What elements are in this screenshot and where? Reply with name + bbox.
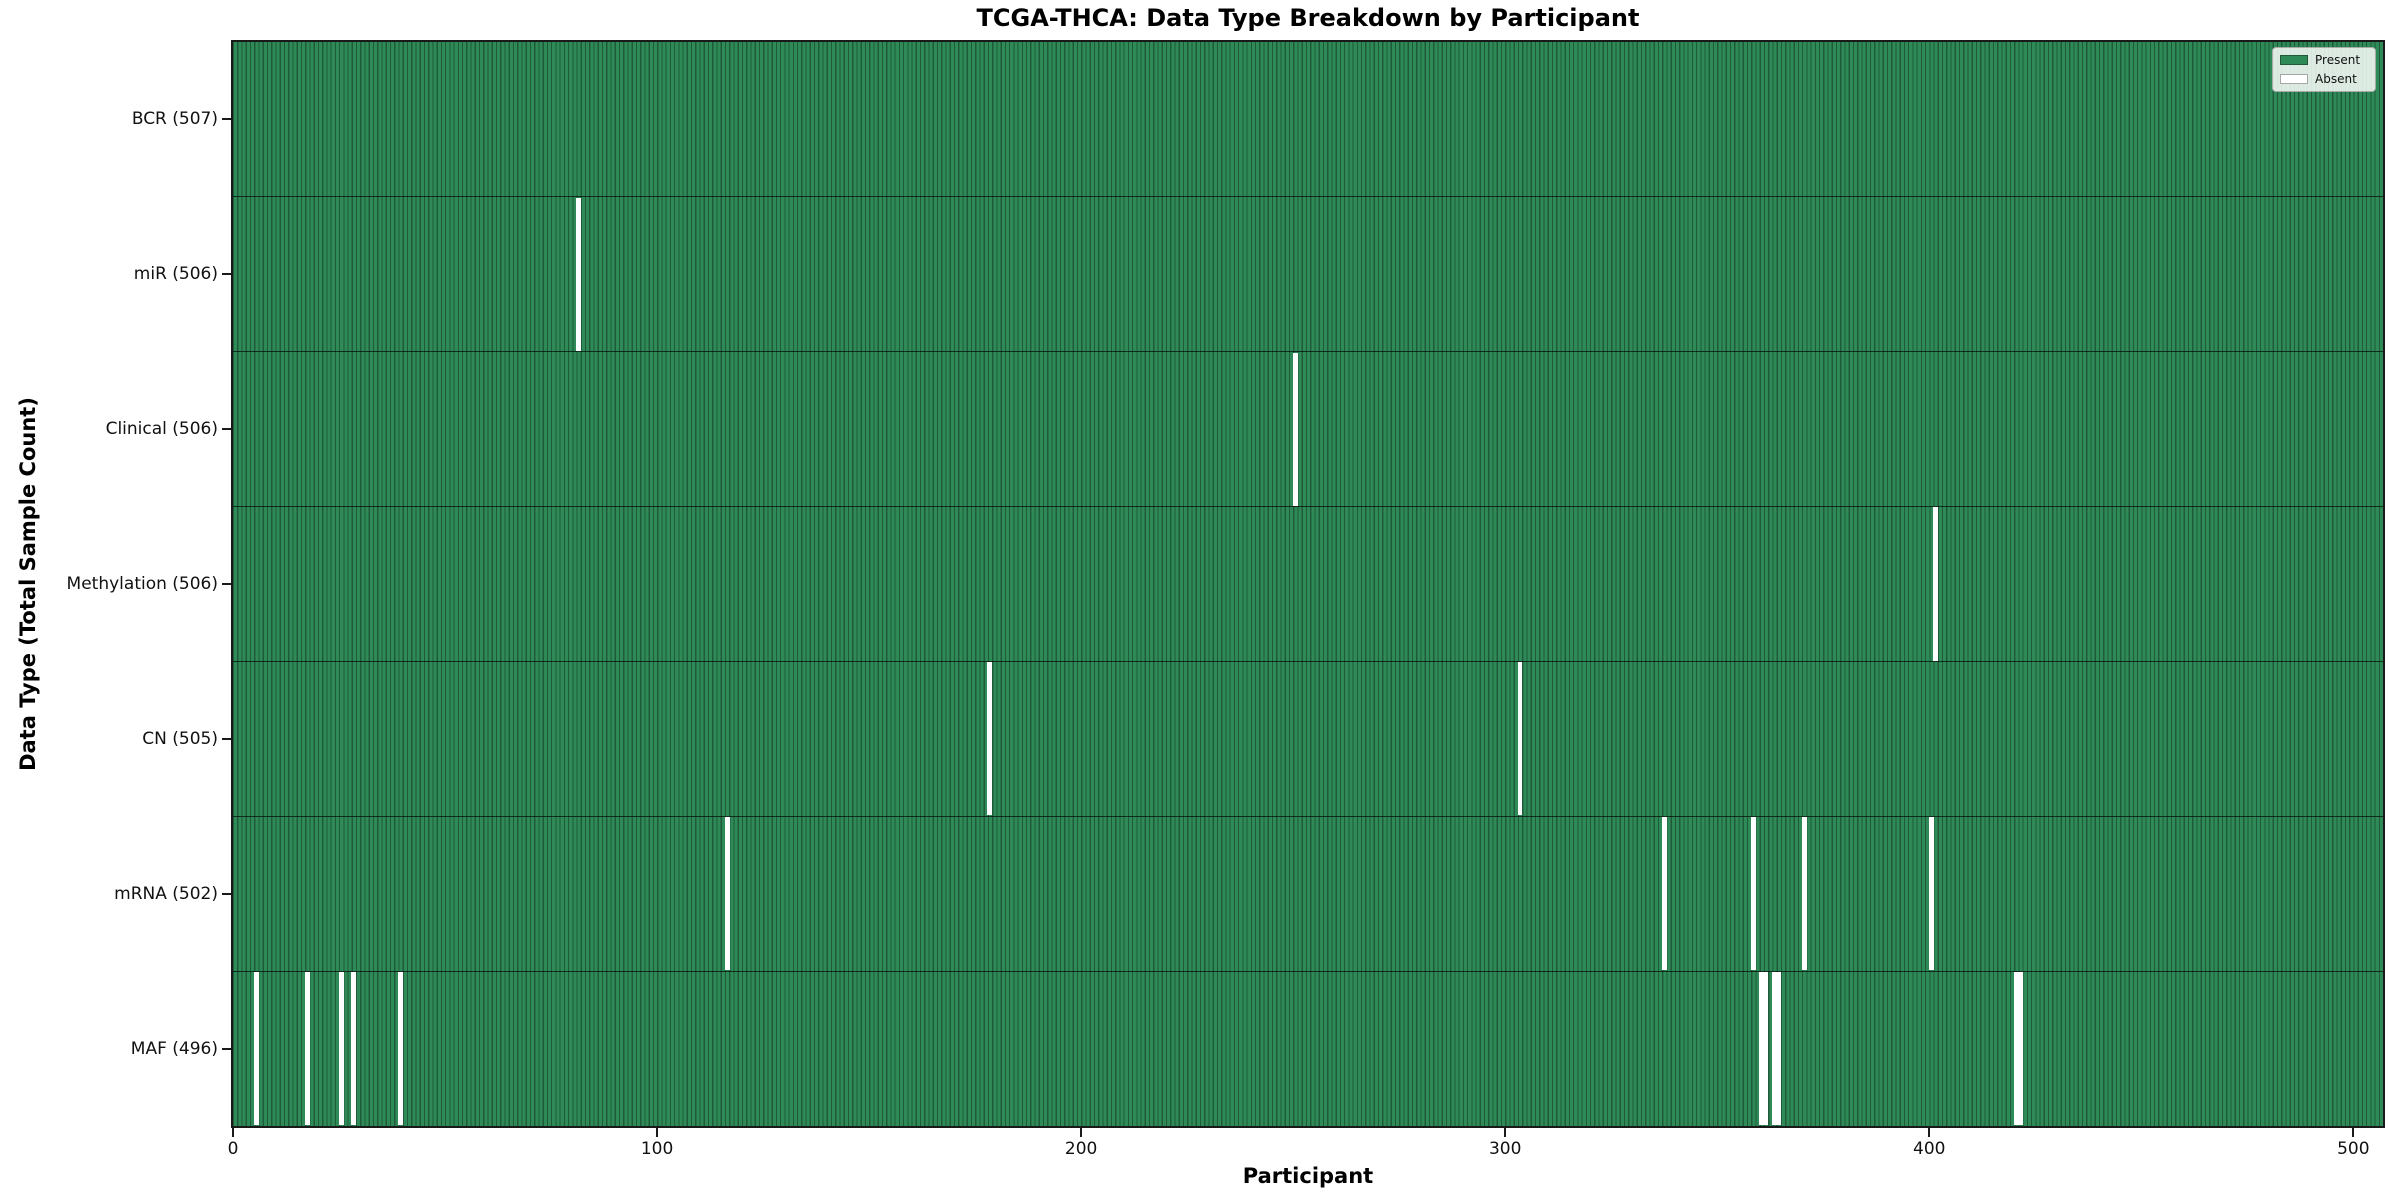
row-separator bbox=[233, 660, 2383, 662]
y-axis-title: Data Type (Total Sample Count) bbox=[16, 397, 40, 771]
y-tick-mark-mRNA bbox=[222, 892, 231, 895]
y-tick-label-MAF: MAF (496) bbox=[130, 1038, 218, 1059]
y-tick-mark-BCR bbox=[222, 118, 231, 121]
y-tick-label-CN: CN (505) bbox=[142, 728, 218, 749]
absent-gap-MAF-39 bbox=[398, 972, 403, 1126]
x-tick-label-200: 200 bbox=[1064, 1139, 1098, 1159]
row-separator bbox=[233, 351, 2383, 353]
absent-gap-MAF-364 bbox=[1776, 972, 1782, 1126]
x-tick-mark-500 bbox=[2352, 1128, 2355, 1137]
x-tick-mark-0 bbox=[232, 1128, 234, 1137]
absent-gap-MAF-5 bbox=[253, 972, 259, 1126]
legend-label-absent: Absent bbox=[2315, 72, 2357, 86]
absent-gap-mRNA-116 bbox=[724, 817, 730, 971]
row-separator bbox=[233, 815, 2383, 817]
y-tick-label-Methylation: Methylation (506) bbox=[66, 574, 218, 594]
legend: Present Absent bbox=[2272, 47, 2376, 92]
y-tick-label-miR: miR (506) bbox=[133, 264, 218, 285]
legend-entry-present: Present bbox=[2280, 53, 2368, 67]
x-axis-title: Participant bbox=[1242, 1164, 1374, 1188]
x-tick-label-100: 100 bbox=[640, 1139, 674, 1159]
absent-gap-MAF-363 bbox=[1771, 972, 1777, 1126]
legend-label-present: Present bbox=[2315, 53, 2361, 67]
absent-gap-mRNA-370 bbox=[1801, 817, 1807, 971]
y-tick-mark-CN bbox=[222, 737, 231, 740]
row-separator bbox=[233, 970, 2383, 972]
absent-gap-MAF-420 bbox=[2013, 972, 2019, 1126]
absent-gap-CN-303 bbox=[1517, 662, 1523, 816]
absent-gap-miR-81 bbox=[576, 197, 582, 351]
absent-gap-mRNA-337 bbox=[1661, 817, 1667, 971]
absent-gap-MAF-17 bbox=[304, 972, 310, 1126]
y-tick-mark-Clinical bbox=[222, 428, 231, 431]
x-tick-mark-300 bbox=[1504, 1128, 1507, 1137]
y-tick-label-Clinical: Clinical (506) bbox=[105, 419, 218, 440]
x-tick-label-300: 300 bbox=[1488, 1139, 1522, 1159]
x-tick-label-400: 400 bbox=[1913, 1139, 1946, 1159]
y-tick-label-mRNA: mRNA (502) bbox=[114, 883, 218, 904]
chart-title: TCGA-THCA: Data Type Breakdown by Partic… bbox=[976, 4, 1640, 32]
absent-gap-Clinical-250 bbox=[1292, 352, 1298, 506]
plot-area bbox=[231, 40, 2385, 1128]
absent-gap-CN-178 bbox=[987, 662, 993, 816]
legend-entry-absent: Absent bbox=[2280, 72, 2368, 86]
x-tick-mark-100 bbox=[656, 1128, 659, 1137]
absent-gap-MAF-361 bbox=[1763, 972, 1769, 1126]
x-tick-label-0: 0 bbox=[227, 1139, 239, 1159]
x-tick-mark-200 bbox=[1080, 1128, 1083, 1137]
absent-gap-MAF-28 bbox=[351, 972, 357, 1126]
legend-swatch-present bbox=[2280, 55, 2308, 65]
absent-gap-MAF-360 bbox=[1759, 972, 1765, 1126]
absent-gap-mRNA-358 bbox=[1750, 817, 1756, 971]
row-separator bbox=[233, 196, 2383, 198]
y-tick-mark-Methylation bbox=[222, 583, 231, 585]
absent-gap-Methylation-401 bbox=[1933, 507, 1939, 661]
x-tick-mark-400 bbox=[1928, 1128, 1931, 1137]
absent-gap-mRNA-400 bbox=[1928, 817, 1934, 971]
row-separator bbox=[233, 506, 2383, 508]
y-tick-mark-miR bbox=[222, 273, 231, 276]
absent-gap-MAF-421 bbox=[2017, 972, 2023, 1126]
y-tick-mark-MAF bbox=[222, 1047, 231, 1050]
absent-gap-MAF-25 bbox=[338, 972, 344, 1126]
y-tick-label-BCR: BCR (507) bbox=[131, 109, 218, 130]
x-tick-label-500: 500 bbox=[2337, 1139, 2370, 1159]
legend-swatch-absent bbox=[2280, 74, 2308, 84]
